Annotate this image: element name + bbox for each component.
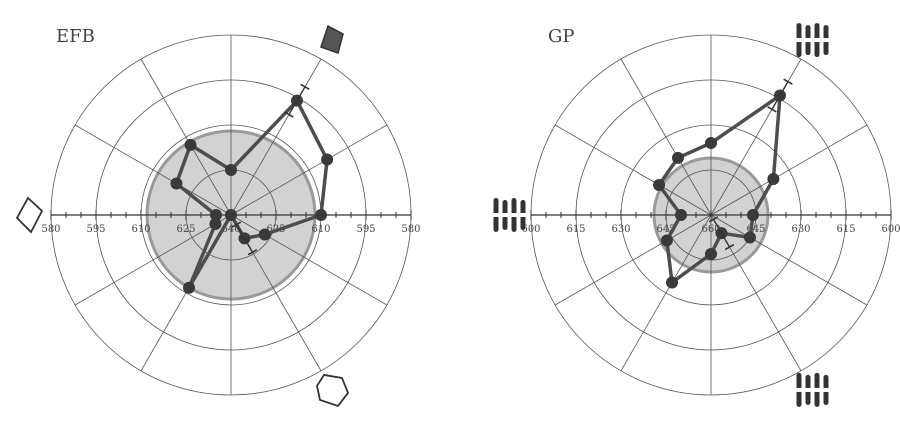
direction-marker-striped-grating-gap xyxy=(795,387,829,392)
grid-spoke xyxy=(140,58,232,216)
data-point xyxy=(666,276,678,289)
grid-spoke xyxy=(554,214,712,306)
error-bar xyxy=(231,221,258,256)
data-point xyxy=(767,173,780,185)
tick-label: 580 xyxy=(41,224,60,235)
data-point xyxy=(170,177,183,190)
grid-spoke xyxy=(230,124,388,216)
direction-marker-open-diamond xyxy=(15,196,44,234)
data-point xyxy=(321,153,334,166)
tick-label: 645 xyxy=(656,224,675,235)
tick-label: 600 xyxy=(521,224,540,235)
direction-marker-striped-grating xyxy=(492,198,526,232)
direction-marker-striped-grating xyxy=(795,372,829,407)
grid-spoke xyxy=(710,124,868,216)
error-bar-stem xyxy=(235,224,254,253)
grid-spoke xyxy=(230,58,322,216)
error-bar-cap xyxy=(767,106,777,113)
data-point xyxy=(653,179,666,191)
panel-title-efb: EFB xyxy=(56,26,95,47)
tick-label: 600 xyxy=(881,224,900,235)
data-point xyxy=(705,137,717,149)
data-point xyxy=(672,151,684,164)
tick-label: 615 xyxy=(566,224,585,235)
tick-label: 595 xyxy=(356,224,375,235)
data-point xyxy=(675,209,687,221)
grid-spoke xyxy=(710,214,868,306)
panel-efb: EFB 580 595 610 625 640 625 610 595 580 xyxy=(15,24,421,407)
data-point xyxy=(660,234,673,247)
error-bar xyxy=(284,83,310,118)
error-bar-cap xyxy=(724,243,735,251)
tick-label: 580 xyxy=(401,224,420,235)
panel-gp: GP 600 615 630 645 660 645 630 615 600 xyxy=(492,23,900,407)
data-point xyxy=(315,209,327,221)
grid-spoke xyxy=(74,124,232,216)
error-bar xyxy=(708,216,735,251)
grid-spoke xyxy=(74,214,232,306)
error-bar-stem xyxy=(288,86,306,115)
error-bar-cap xyxy=(284,111,294,118)
error-bar-cap xyxy=(783,78,793,85)
data-point xyxy=(225,209,237,221)
error-bar-cap xyxy=(300,83,310,91)
tick-label: 615 xyxy=(836,224,855,235)
direction-marker-striped-grating-gap xyxy=(795,38,829,43)
tick-label: 660 xyxy=(701,224,720,235)
error-bar-stem xyxy=(712,218,731,248)
error-bar-stem xyxy=(771,81,789,110)
direction-marker-striped-grating-gap xyxy=(492,213,526,217)
data-point xyxy=(747,209,759,221)
grid-spoke xyxy=(230,214,388,306)
data-point xyxy=(705,248,717,260)
data-point xyxy=(209,218,222,230)
direction-marker-filled-diamond xyxy=(320,24,344,55)
grid-spoke xyxy=(620,58,712,216)
grid-spoke xyxy=(620,214,712,372)
error-bar-cap xyxy=(708,216,719,223)
data-point xyxy=(743,231,756,244)
tick-label: 610 xyxy=(311,224,330,235)
tick-label: 640 xyxy=(221,224,240,235)
error-bar xyxy=(767,78,793,113)
data-point xyxy=(225,164,237,176)
tick-label: 610 xyxy=(131,224,150,235)
data-point xyxy=(258,228,271,241)
direction-marker-open-hexagon xyxy=(316,373,350,407)
tick-label: 630 xyxy=(611,224,630,235)
tick-label: 595 xyxy=(86,224,105,235)
tick-label: 630 xyxy=(791,224,810,235)
data-point xyxy=(210,209,222,221)
data-point xyxy=(183,281,195,294)
data-point xyxy=(184,138,197,151)
error-bar-cap xyxy=(247,249,258,256)
error-bar-cap xyxy=(231,221,242,228)
grid-spoke xyxy=(554,124,712,216)
tick-label: 645 xyxy=(746,224,765,235)
direction-marker-striped-grating xyxy=(795,23,829,58)
tick-label: 625 xyxy=(176,224,195,235)
panel-title-gp: GP xyxy=(548,26,575,47)
